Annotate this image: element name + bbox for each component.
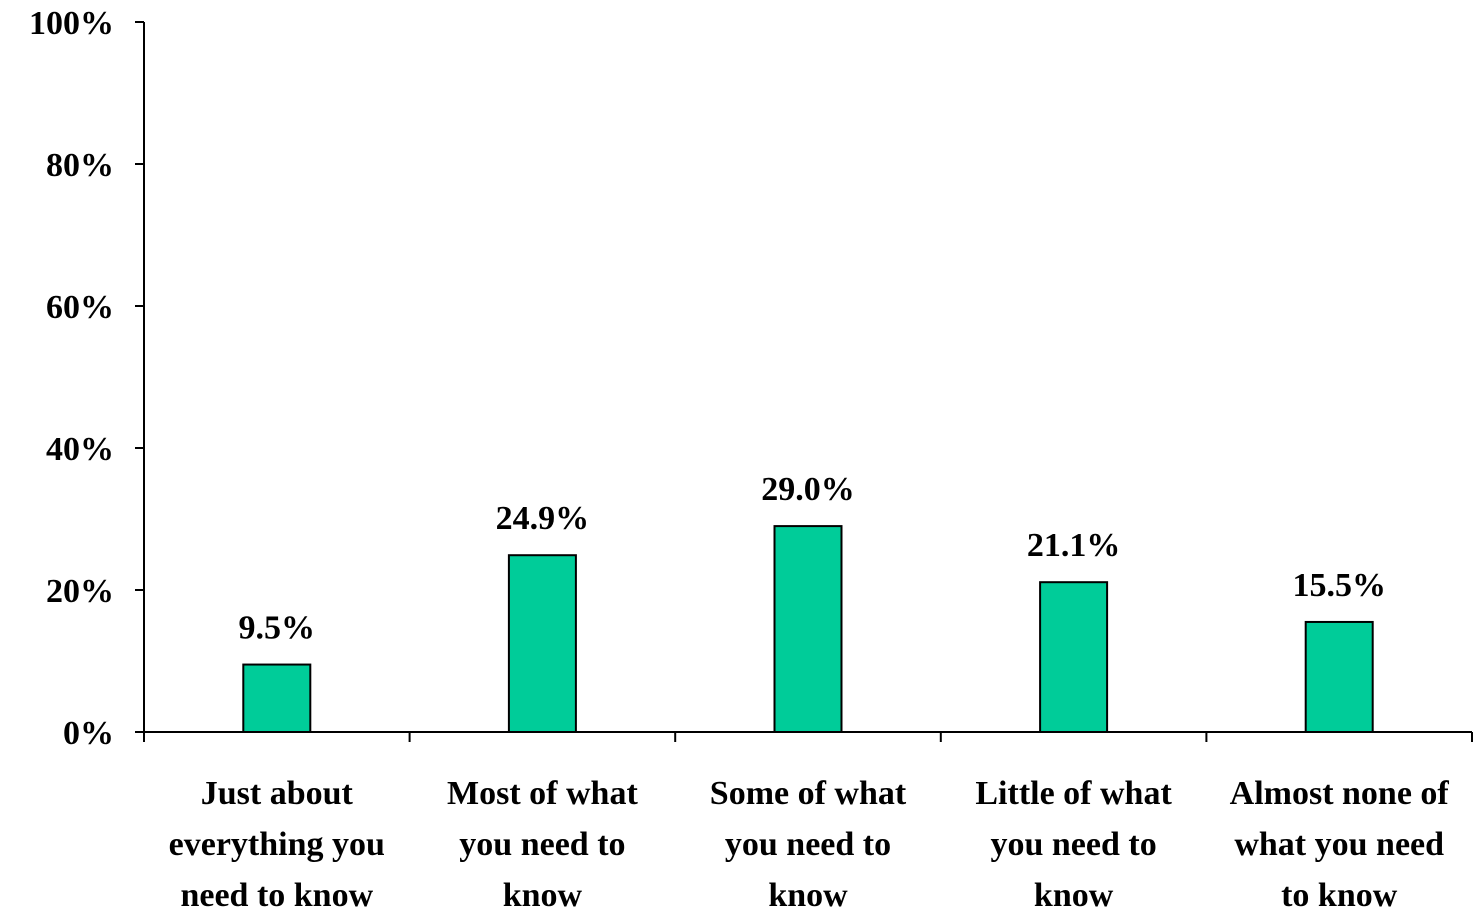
y-tick-label: 60% [46,289,114,326]
y-tick-label: 20% [46,573,114,610]
bar [507,554,577,734]
bar [242,663,312,733]
category-label-line: know [503,877,583,914]
y-tick-label: 100% [29,5,114,42]
category-label: Almost none of what you need to know [1230,775,1450,914]
category-label: Some of what you need to know [710,775,907,914]
data-label: 9.5% [239,610,316,647]
category-label-line: what you need [1234,826,1444,863]
category-label-line: Some of what [710,775,907,812]
bar [1039,581,1109,733]
bar [1304,620,1374,734]
category-label: Most of what you need to know [447,775,638,914]
data-label: 29.0% [761,471,855,508]
category-label-line: Just about [201,775,354,812]
category-label-line: you need to [459,826,625,863]
category-label: Just about everything you need to know [169,775,385,914]
data-label: 15.5% [1292,567,1386,604]
category-label-line: you need to [725,826,891,863]
bar [773,525,843,733]
data-label: 24.9% [496,500,590,537]
category-label-line: you need to [990,826,1156,863]
category-label-line: Almost none of [1230,775,1450,812]
y-tick-label: 0% [63,715,114,752]
y-axis: 0% 20% 40% 60% 80% 100% [29,5,145,752]
data-labels: 9.5% 24.9% 29.0% 21.1% 15.5% [239,471,1386,646]
y-tick-label: 40% [46,431,114,468]
category-label: Little of what you need to know [975,775,1172,914]
category-labels: Just about everything you need to know Most… [169,775,1450,914]
data-label: 21.1% [1027,527,1121,564]
category-label-line: need to know [180,877,373,914]
y-tick-label: 80% [46,147,114,184]
category-label-line: to know [1281,877,1398,914]
bars [242,525,1374,734]
x-axis [143,731,1473,742]
category-label-line: know [1034,877,1114,914]
category-label-line: everything you [169,826,385,863]
category-label-line: Little of what [975,775,1172,812]
category-label-line: know [768,877,848,914]
category-label-line: Most of what [447,775,638,812]
